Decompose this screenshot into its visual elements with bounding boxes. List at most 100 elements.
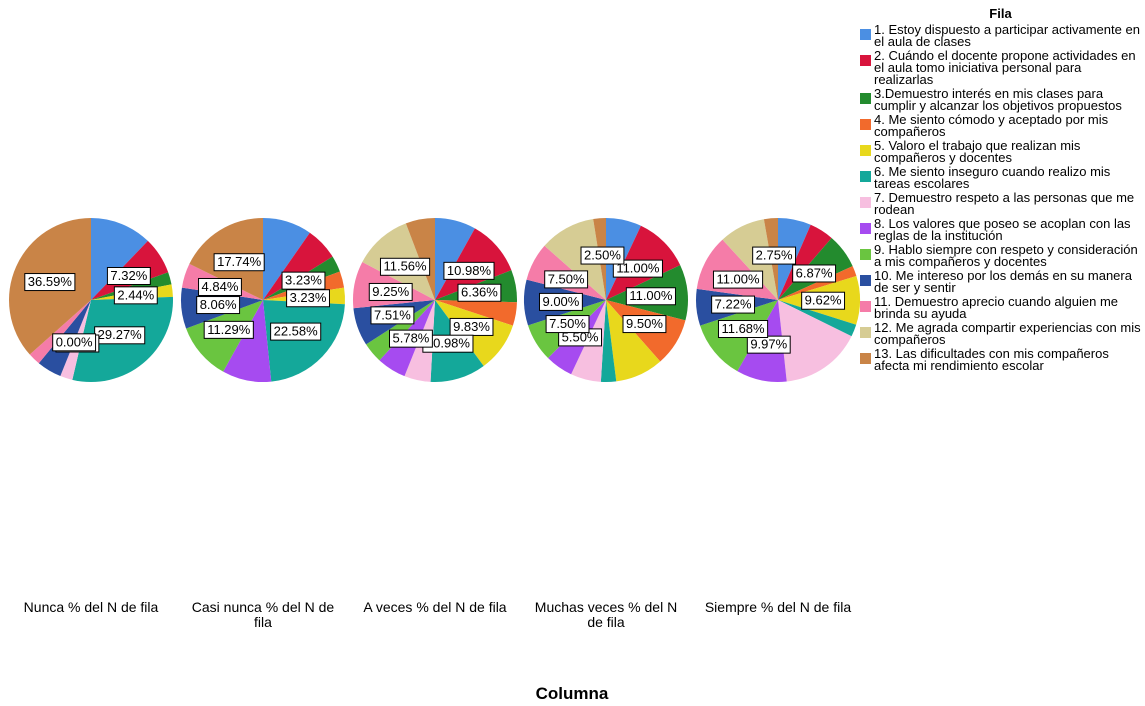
- pie-slice: [263, 218, 310, 300]
- data-label-text: 7.50%: [549, 316, 586, 331]
- data-label-box: [270, 322, 322, 341]
- pie-slice: [435, 300, 517, 326]
- data-label-text: 7.22%: [715, 297, 752, 312]
- legend-label: 3.Demuestro interés en mis clases para c…: [874, 86, 1122, 113]
- legend-label: 7. Demuestro respeto a las personas que …: [874, 190, 1135, 217]
- x-axis-title: Columna: [535, 684, 609, 703]
- data-label: 9.97%: [746, 335, 791, 354]
- data-label-box: [717, 320, 769, 339]
- data-label-box: [286, 289, 330, 308]
- data-label-text: 2.50%: [584, 247, 621, 262]
- legend-swatch: [860, 93, 871, 104]
- legend-item: 13. Las dificultades con mis compañeros …: [858, 346, 1143, 373]
- data-label-box: [370, 306, 415, 325]
- data-label-box: [457, 283, 502, 302]
- data-label-box: [622, 315, 667, 334]
- legend-swatch: [860, 249, 871, 260]
- legend-swatch: [860, 119, 871, 130]
- pie-slice: [544, 219, 606, 300]
- legend-label: 9. Hablo siempre con respeto y considera…: [874, 242, 1138, 269]
- legend-swatch: [860, 327, 871, 338]
- legend-title: Fila: [989, 6, 1012, 21]
- data-label-text: 10.98%: [447, 263, 492, 278]
- data-label: 9.83%: [449, 317, 494, 336]
- legend-swatch: [860, 55, 871, 66]
- data-label-box: [712, 270, 764, 289]
- data-label: 5.78%: [389, 329, 433, 348]
- column-label: Muchas veces % del N de fila: [534, 599, 678, 630]
- legend-swatch: [860, 223, 871, 234]
- data-label: 11.68%: [717, 320, 769, 339]
- data-label: 7.32%: [106, 266, 151, 285]
- data-label: 6.36%: [457, 283, 502, 302]
- data-label: 22.58%: [270, 322, 322, 341]
- pie-slice: [91, 272, 172, 300]
- data-label-text: 29.27%: [98, 327, 143, 342]
- column-label: Casi nunca % del N de fila: [191, 599, 335, 630]
- data-label-box: [281, 271, 326, 290]
- data-label: 10.98%: [443, 261, 495, 280]
- data-label-text: 7.32%: [110, 268, 147, 283]
- data-label-box: [711, 295, 756, 314]
- data-label-box: [198, 277, 242, 296]
- data-label: 5.50%: [558, 328, 603, 347]
- data-label-box: [544, 270, 589, 289]
- data-label-text: 7.51%: [374, 307, 411, 322]
- data-label-box: [24, 273, 76, 292]
- data-label-box: [196, 296, 241, 315]
- legend-item: 6. Me siento inseguro cuando realizo mis…: [858, 164, 1143, 191]
- legend-item: 10. Me intereso por los demás en su mane…: [858, 269, 1143, 294]
- data-label-box: [746, 335, 791, 354]
- data-label: 4.84%: [198, 277, 242, 296]
- column-label: Nunca % del N de fila: [23, 599, 159, 615]
- data-label: 7.50%: [544, 270, 589, 289]
- legend: Fila 1. Estoy dispuesto a participar act…: [858, 6, 1143, 374]
- data-label: 3.23%: [281, 271, 326, 290]
- legend-label: 12. Me agrada compartir experiencias con…: [874, 320, 1141, 347]
- data-label-text: 9.25%: [372, 284, 409, 299]
- data-label-text: 5.50%: [562, 329, 599, 344]
- legend-label: 6. Me siento inseguro cuando realizo mis…: [874, 164, 1111, 191]
- data-label: 0.00%: [52, 333, 97, 352]
- data-label-box: [368, 282, 413, 301]
- data-label-box: [752, 246, 797, 265]
- data-label-box: [792, 264, 837, 283]
- pie-slice: [778, 266, 857, 300]
- legend-label: 5. Valoro el trabajo que realizan mis co…: [874, 138, 1081, 165]
- data-label: 9.25%: [368, 282, 413, 301]
- data-label-box: [612, 259, 663, 278]
- legend-swatch: [860, 145, 871, 156]
- data-label: 11.00%: [712, 270, 764, 289]
- legend-item: 11. Demuestro aprecio cuando alguien me …: [858, 295, 1143, 320]
- data-label: 17.74%: [213, 253, 265, 272]
- data-label-text: 11.00%: [716, 272, 760, 287]
- data-label-text: 0.00%: [56, 334, 93, 349]
- legend-label: 13. Las dificultades con mis compañeros …: [874, 346, 1109, 373]
- data-label-text: 7.50%: [548, 271, 585, 286]
- data-label-text: 6.87%: [796, 265, 833, 280]
- pie-slice: [606, 300, 661, 382]
- pie-slice: [778, 224, 832, 300]
- data-label: 7.50%: [545, 315, 590, 334]
- legend-label: 4. Me siento cómodo y aceptado por mis c…: [874, 112, 1109, 139]
- data-label: 11.00%: [612, 259, 663, 278]
- legend-item: 5. Valoro el trabajo que realizan mis co…: [858, 138, 1143, 165]
- data-label-text: 6.36%: [461, 285, 498, 300]
- column-label: Siempre % del N de fila: [704, 599, 852, 615]
- legend-swatch: [860, 29, 871, 40]
- data-label: 36.59%: [24, 273, 76, 292]
- legend-item: 2. Cuándo el docente propone actividades…: [858, 49, 1143, 86]
- data-label: 3.23%: [286, 289, 330, 308]
- pie-slice: [263, 232, 333, 300]
- data-label-box: [801, 291, 846, 310]
- legend-item: 9. Hablo siempre con respeto y considera…: [858, 242, 1143, 269]
- data-label-text: 11.00%: [616, 261, 660, 276]
- pie-slice: [91, 218, 148, 300]
- data-label: 7.51%: [370, 306, 415, 325]
- data-label-box: [538, 292, 583, 311]
- legend-item: 1. Estoy dispuesto a participar activame…: [858, 23, 1143, 48]
- legend-swatch: [860, 301, 871, 312]
- data-label-text: 9.62%: [805, 293, 842, 308]
